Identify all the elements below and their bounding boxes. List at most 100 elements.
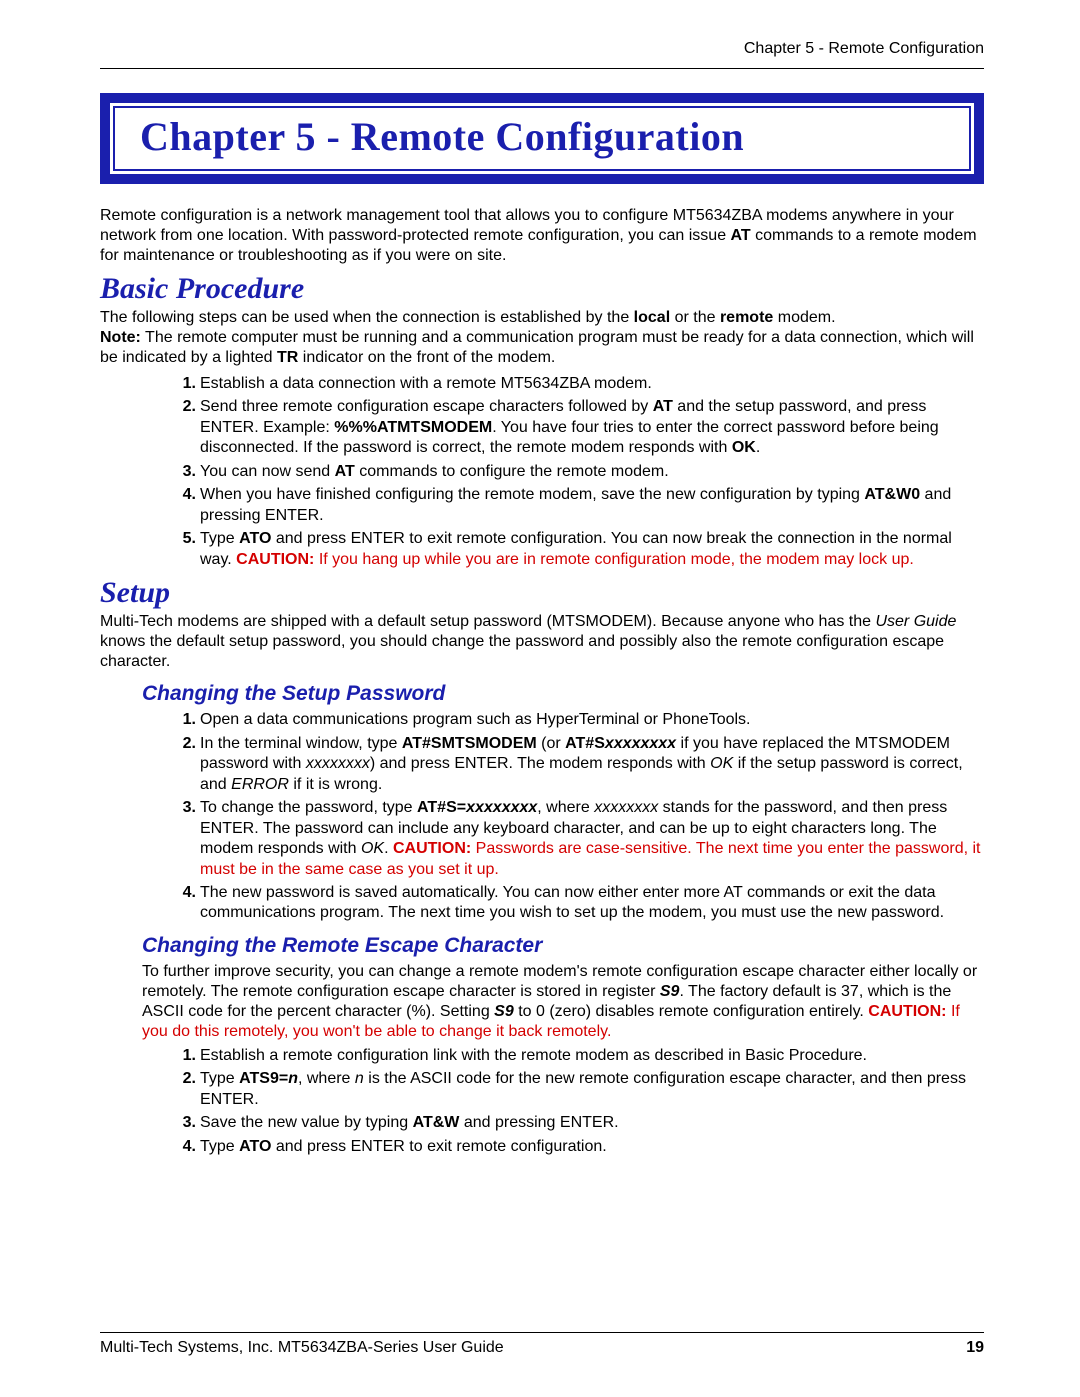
- text-sc: NTER: [361, 1138, 405, 1155]
- text: Type: [200, 1138, 239, 1155]
- text: .: [319, 507, 323, 524]
- password-steps: Open a data communications program such …: [100, 710, 984, 924]
- text-bold: ATO: [239, 530, 271, 547]
- list-item: Send three remote configuration escape c…: [172, 397, 984, 458]
- text-sc: NTER: [571, 1114, 615, 1131]
- text: , where: [298, 1070, 355, 1087]
- basic-steps: Establish a data connection with a remot…: [100, 374, 984, 570]
- basic-procedure-intro: The following steps can be used when the…: [100, 308, 984, 368]
- setup-intro: Multi-Tech modems are shipped with a def…: [100, 612, 984, 672]
- escape-steps: Establish a remote configuration link wi…: [100, 1046, 984, 1157]
- list-item: Type ATO and press ENTER to exit remote …: [172, 1137, 984, 1157]
- text: When you have finished configuring the r…: [200, 486, 864, 503]
- text: .: [756, 439, 760, 456]
- list-item: The new password is saved automatically.…: [172, 883, 984, 924]
- text-sc: NTER: [276, 507, 320, 524]
- page-number: 19: [966, 1339, 984, 1357]
- text-italic: n: [355, 1070, 364, 1087]
- text-bold-italic: S9: [494, 1003, 514, 1020]
- text-bold: ATS9=: [239, 1070, 288, 1087]
- text-bold: remote: [720, 309, 773, 326]
- text-bold: AT#S: [565, 735, 605, 752]
- text: .: [384, 840, 393, 857]
- text-bold: AT: [731, 227, 751, 244]
- text-italic: ERROR: [231, 776, 289, 793]
- text: or the: [670, 309, 720, 326]
- list-item: Save the new value by typing AT&W and pr…: [172, 1113, 984, 1133]
- text: To change the password, type: [200, 799, 417, 816]
- text-bold-italic: n: [288, 1070, 298, 1087]
- text-bold: ATO: [239, 1138, 271, 1155]
- text-bold: AT&W0: [864, 486, 920, 503]
- text: and press E: [271, 1138, 361, 1155]
- text-bold: AT#S=: [417, 799, 466, 816]
- text: The following steps can be used when the…: [100, 309, 634, 326]
- chapter-title-box: Chapter 5 - Remote Configuration: [100, 93, 984, 184]
- text: . Example:: [254, 419, 334, 436]
- text-bold-italic: xxxxxxxx: [605, 735, 676, 752]
- basic-procedure-heading: Basic Procedure: [100, 272, 984, 306]
- text: modem.: [773, 309, 835, 326]
- list-item: Establish a remote configuration link wi…: [172, 1046, 984, 1066]
- text-sc: NTER: [465, 755, 509, 772]
- text: if it is wrong.: [289, 776, 382, 793]
- text: indicator on the front of the modem.: [298, 349, 555, 366]
- text: .: [254, 1091, 258, 1108]
- list-item: Open a data communications program such …: [172, 710, 984, 730]
- text-italic: xxxxxxxx: [594, 799, 658, 816]
- text: , where: [537, 799, 594, 816]
- text: commands to configure the remote modem.: [355, 463, 669, 480]
- text-italic: User Guide: [875, 613, 956, 630]
- text-italic: OK: [361, 840, 384, 857]
- text: Type: [200, 1070, 239, 1087]
- caution-label: CAUTION:: [393, 840, 471, 857]
- text-bold: local: [634, 309, 670, 326]
- chapter-title: Chapter 5 - Remote Configuration: [140, 113, 944, 160]
- text-bold: TR: [277, 349, 298, 366]
- footer-left: Multi-Tech Systems, Inc. MT5634ZBA-Serie…: [100, 1339, 504, 1357]
- text-bold: AT&W: [413, 1114, 460, 1131]
- text-italic: xxxxxxxx: [306, 755, 370, 772]
- text-bold: AT: [335, 463, 355, 480]
- text: and pressing E: [459, 1114, 570, 1131]
- changing-escape-heading: Changing the Remote Escape Character: [100, 934, 984, 958]
- text-sc: NTER: [361, 530, 405, 547]
- caution-text: If you hang up while you are in remote c…: [314, 551, 913, 568]
- text: ) and press E: [370, 755, 465, 772]
- page-footer: Multi-Tech Systems, Inc. MT5634ZBA-Serie…: [100, 1332, 984, 1357]
- list-item: You can now send AT commands to configur…: [172, 462, 984, 482]
- text: to exit remote configuration.: [405, 1138, 607, 1155]
- intro-paragraph: Remote configuration is a network manage…: [100, 206, 984, 266]
- escape-intro: To further improve security, you can cha…: [100, 962, 984, 1042]
- text: Save the new value by typing: [200, 1114, 413, 1131]
- header-rule: [100, 68, 984, 69]
- text: Multi-Tech modems are shipped with a def…: [100, 613, 875, 630]
- list-item: To change the password, type AT#S=xxxxxx…: [172, 798, 984, 880]
- text-bold-italic: S9: [660, 983, 680, 1000]
- setup-heading: Setup: [100, 576, 984, 610]
- note-label: Note:: [100, 329, 141, 346]
- text-bold: OK: [732, 439, 756, 456]
- list-item: Type ATS9=n, where n is the ASCII code f…: [172, 1069, 984, 1110]
- text-bold: %%%ATMTSMODEM: [334, 419, 492, 436]
- caution-label: CAUTION:: [868, 1003, 946, 1020]
- text: In the terminal window, type: [200, 735, 402, 752]
- text-bold-italic: xxxxxxxx: [466, 799, 537, 816]
- footer-row: Multi-Tech Systems, Inc. MT5634ZBA-Serie…: [100, 1339, 984, 1357]
- text-bold: AT: [653, 398, 673, 415]
- text-italic: OK: [710, 755, 733, 772]
- footer-rule: [100, 1332, 984, 1333]
- text: knows the default setup password, you sh…: [100, 633, 944, 670]
- text: and press E: [271, 530, 361, 547]
- text: . The modem responds with: [509, 755, 711, 772]
- text-sc: NTER: [211, 419, 255, 436]
- text: Type: [200, 530, 239, 547]
- page-header: Chapter 5 - Remote Configuration: [100, 40, 984, 58]
- text: (or: [537, 735, 565, 752]
- text-sc: NTER: [211, 820, 255, 837]
- text: You can now send: [200, 463, 335, 480]
- text: to 0 (zero) disables remote configuratio…: [514, 1003, 869, 1020]
- caution-label: CAUTION:: [236, 551, 314, 568]
- text-sc: NTER: [211, 1091, 255, 1108]
- text-bold: AT#SMTSMODEM: [402, 735, 537, 752]
